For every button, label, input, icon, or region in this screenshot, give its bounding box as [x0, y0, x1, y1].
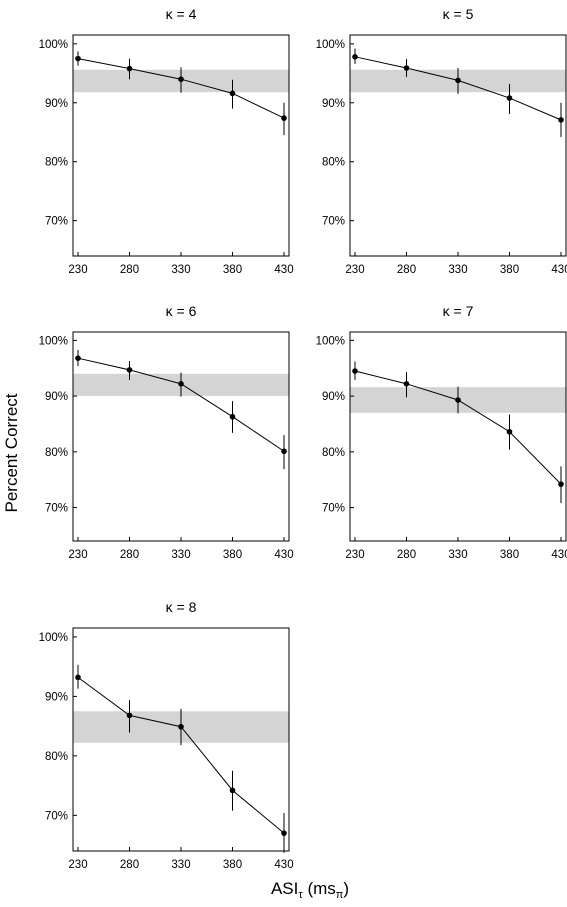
- y-tick-label: 100%: [39, 632, 68, 644]
- series-line: [77, 357, 285, 452]
- chart-panel-1: κ = 4 100% 90% 80% 70% 230 280 330 380 430: [39, 6, 294, 276]
- x-tick-label: 330: [171, 859, 190, 871]
- y-tick-label: 80%: [322, 447, 345, 459]
- data-point: [506, 428, 513, 435]
- data-point: [229, 787, 236, 794]
- x-tick-label: 280: [397, 549, 416, 561]
- y-tick-label: 70%: [45, 216, 68, 228]
- x-tick-label: 330: [448, 549, 467, 561]
- x-tick-label: 380: [223, 549, 242, 561]
- y-axis-label: Percent Correct: [2, 393, 21, 512]
- y-tick-label: 80%: [322, 157, 345, 169]
- data-point: [178, 76, 184, 82]
- y-tick-label: 100%: [316, 39, 345, 51]
- data-point: [178, 381, 184, 387]
- chart-panel-5: κ = 8 100% 90% 80% 70% 230 280 330 380 430: [39, 599, 294, 871]
- data-point: [558, 481, 564, 487]
- y-tick-label: 70%: [45, 503, 68, 515]
- panel-title: κ = 4: [166, 6, 197, 22]
- data-point: [75, 355, 81, 361]
- x-tick-label: 430: [274, 264, 293, 276]
- x-tick-label: 430: [274, 549, 293, 561]
- x-tick-label: 230: [68, 549, 87, 561]
- data-point: [281, 830, 287, 836]
- x-tick-label: 430: [274, 859, 293, 871]
- y-tick-label: 90%: [322, 391, 345, 403]
- data-point: [75, 674, 81, 681]
- chart-panel-4: κ = 7 100% 90% 80% 70% 230 280 330 380 430: [316, 303, 567, 561]
- y-tick-label: 100%: [39, 335, 68, 347]
- x-tick-label: 230: [345, 264, 364, 276]
- data-point: [403, 65, 410, 71]
- y-tick-label: 100%: [316, 335, 345, 347]
- data-point: [506, 95, 513, 101]
- y-tick-label: 80%: [45, 751, 68, 763]
- panel-title: κ = 6: [166, 303, 197, 319]
- data-point: [178, 723, 184, 730]
- x-tick-label: 330: [171, 264, 190, 276]
- data-point: [126, 367, 133, 373]
- chart-panels: κ = 4 100% 90% 80% 70% 230 280 330 380 430 κ = 5 10…: [39, 6, 567, 871]
- data-point: [126, 65, 133, 72]
- panel-title: κ = 7: [443, 303, 474, 319]
- x-tick-label: 280: [120, 549, 139, 561]
- y-tick-label: 70%: [322, 503, 345, 515]
- y-tick-label: 100%: [39, 39, 68, 51]
- x-tick-label: 230: [68, 264, 87, 276]
- x-tick-label: 430: [551, 549, 567, 561]
- panel-title: κ = 5: [443, 6, 474, 22]
- x-tick-label: 380: [500, 549, 519, 561]
- data-point: [229, 90, 236, 97]
- data-point: [352, 54, 358, 60]
- x-tick-label: 380: [500, 264, 519, 276]
- x-tick-label: 380: [223, 264, 242, 276]
- y-tick-label: 80%: [45, 447, 68, 459]
- data-point: [229, 413, 236, 420]
- x-tick-label: 280: [397, 264, 416, 276]
- data-point: [558, 117, 564, 123]
- data-point: [455, 397, 461, 403]
- x-tick-label: 380: [223, 859, 242, 871]
- x-tick-label: 330: [448, 264, 467, 276]
- plot-frame: [72, 331, 290, 542]
- chart-panel-2: κ = 5 100% 90% 80% 70% 230 280 330 380 430: [316, 6, 567, 276]
- y-tick-label: 70%: [322, 216, 345, 228]
- data-point: [281, 115, 287, 121]
- y-tick-label: 90%: [322, 98, 345, 110]
- data-point: [281, 448, 287, 455]
- data-point: [403, 381, 410, 387]
- data-point: [352, 368, 358, 374]
- chart-panel-3: κ = 6 100% 90% 80% 70% 230 280 330 380 430: [39, 303, 294, 561]
- x-axis-label: ASIτ (msπ): [271, 879, 349, 901]
- panel-title: κ = 8: [166, 599, 197, 615]
- data-point: [126, 712, 133, 719]
- x-tick-label: 230: [345, 549, 364, 561]
- data-point: [75, 55, 81, 62]
- y-tick-label: 80%: [45, 157, 68, 169]
- x-tick-label: 430: [551, 264, 567, 276]
- plot-frame: [349, 331, 567, 542]
- x-tick-label: 330: [171, 549, 190, 561]
- y-tick-label: 90%: [45, 391, 68, 403]
- data-point: [455, 77, 461, 84]
- y-tick-label: 90%: [45, 691, 68, 703]
- x-tick-label: 230: [68, 859, 87, 871]
- y-tick-label: 90%: [45, 98, 68, 110]
- y-tick-label: 70%: [45, 810, 68, 822]
- x-tick-label: 280: [120, 859, 139, 871]
- x-tick-label: 280: [120, 264, 139, 276]
- series-line: [77, 676, 285, 834]
